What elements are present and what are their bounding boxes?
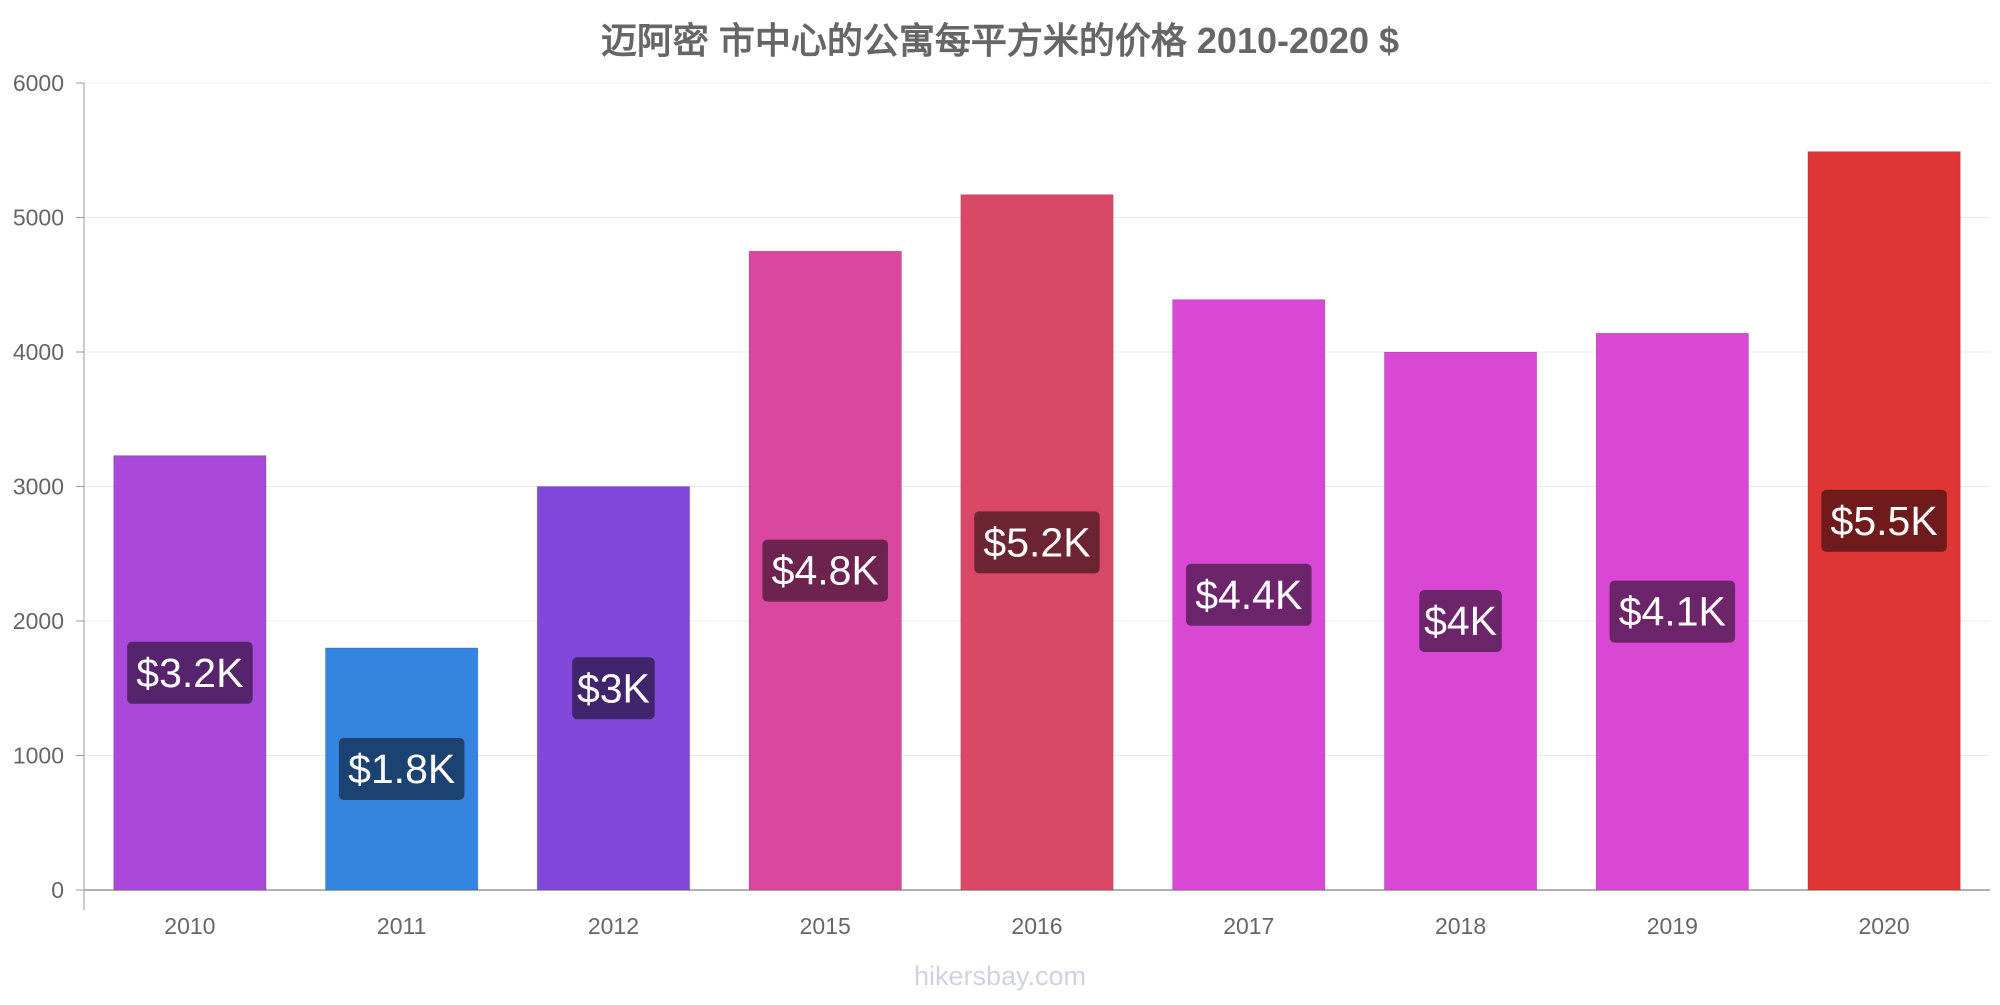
data-label-box: [1609, 580, 1736, 643]
y-tick-label: 1000: [13, 743, 64, 769]
x-axis-ticks: 2010 2011 2012 2015 2016 2017 2018 2019 2020: [164, 913, 1909, 939]
data-label-box: [1186, 563, 1312, 626]
data-label-text: $5.5K: [1831, 498, 1938, 544]
watermark: hikersbay.com: [914, 961, 1086, 991]
data-label: $4.1K: [1609, 580, 1736, 643]
data-label-text: $5.2K: [983, 519, 1090, 565]
data-label: $5.2K: [974, 511, 1100, 574]
x-tick-label: 2017: [1223, 913, 1274, 939]
x-tick-label: 2018: [1435, 913, 1486, 939]
x-tick-label: 2019: [1647, 913, 1698, 939]
data-label-text: $4K: [1424, 598, 1497, 644]
data-label: $1.8K: [338, 737, 465, 800]
data-label-text: $4.8K: [772, 548, 879, 594]
x-tick-label: 2012: [588, 913, 639, 939]
data-label: $4K: [1419, 590, 1502, 652]
data-label-box: [572, 657, 655, 720]
data-label-text: $3K: [577, 665, 650, 711]
chart-title: 迈阿密 市中心的公寓每平方米的价格 2010-2020 $: [601, 20, 1399, 61]
data-label: $5.5K: [1821, 489, 1947, 552]
y-axis-ticks: 0 1000 2000 3000 4000 5000 6000: [13, 70, 84, 903]
y-tick-label: 5000: [13, 205, 64, 231]
x-tick-label: 2011: [377, 913, 426, 939]
y-tick-label: 4000: [13, 339, 64, 365]
data-label-text: $1.8K: [348, 746, 455, 792]
data-label-box: [338, 737, 465, 800]
data-label-box: [127, 641, 253, 704]
x-tick-label: 2020: [1859, 913, 1910, 939]
data-label: $3K: [572, 657, 655, 720]
y-tick-label: 6000: [13, 70, 64, 96]
x-tick-label: 2015: [800, 913, 851, 939]
data-label-text: $4.1K: [1619, 589, 1726, 635]
data-label-text: $3.2K: [136, 650, 243, 696]
y-tick-label: 0: [51, 877, 64, 903]
data-label-box: [1821, 489, 1947, 552]
data-label: $4.8K: [762, 539, 888, 602]
data-label-box: [974, 511, 1100, 574]
y-tick-label: 2000: [13, 608, 64, 634]
x-tick-label: 2010: [164, 913, 215, 939]
data-labels: $3.2K $1.8K $3K $4.8K $5.2K $4.4K $4K $4.1K $5.5…: [127, 489, 1947, 800]
data-label-box: [762, 539, 888, 602]
data-label: $4.4K: [1186, 563, 1312, 626]
data-label-text: $4.4K: [1195, 572, 1302, 618]
x-tick-label: 2016: [1011, 913, 1062, 939]
data-label-box: [1419, 590, 1502, 652]
data-label: $3.2K: [127, 641, 253, 704]
y-tick-label: 3000: [13, 474, 64, 500]
